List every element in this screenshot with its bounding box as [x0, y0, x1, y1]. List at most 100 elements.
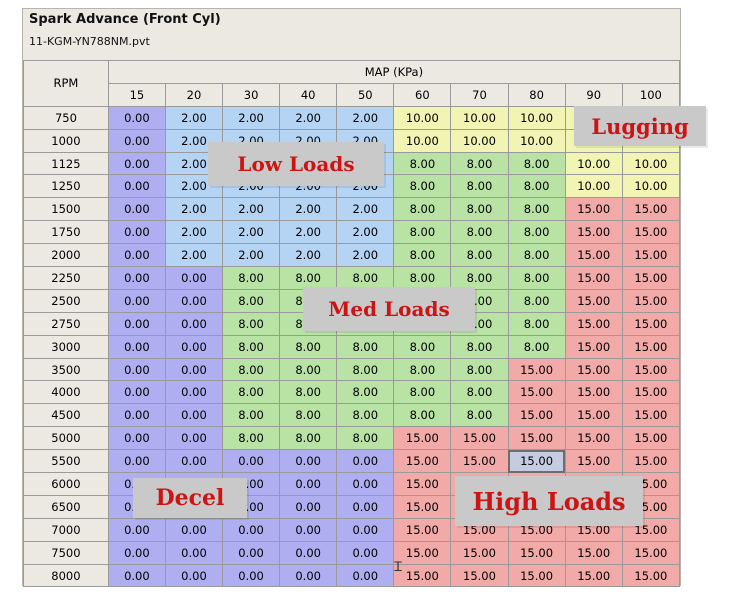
table-cell[interactable]: 15.00 [564, 540, 623, 565]
table-cell[interactable]: 0.00 [107, 288, 166, 313]
table-cell[interactable]: 2.00 [164, 105, 224, 130]
table-cell[interactable]: 15.00 [621, 403, 681, 428]
table-cell[interactable]: 0.00 [164, 449, 224, 474]
rpm-row-header[interactable]: 5500 [23, 449, 109, 474]
table-cell[interactable]: 0.00 [279, 517, 338, 542]
column-header[interactable]: 70 [450, 82, 509, 107]
table-cell[interactable]: 0.00 [279, 540, 338, 565]
table-cell[interactable]: 15.00 [621, 266, 681, 290]
table-cell[interactable]: 15.00 [393, 472, 452, 496]
table-cell[interactable]: 2.00 [336, 243, 395, 268]
table-cell[interactable]: 0.00 [222, 540, 281, 565]
table-cell[interactable]: 0.00 [164, 380, 224, 405]
table-cell[interactable]: 0.00 [336, 540, 395, 565]
table-cell[interactable]: 15.00 [393, 449, 452, 474]
table-cell[interactable]: 8.00 [450, 220, 509, 245]
table-cell[interactable]: 8.00 [450, 197, 509, 222]
table-cell[interactable]: 0.00 [107, 243, 166, 268]
column-header[interactable]: 100 [621, 82, 681, 107]
table-cell[interactable]: 8.00 [222, 266, 281, 290]
table-cell[interactable]: 15.00 [393, 563, 452, 588]
rpm-row-header[interactable]: 1125 [23, 151, 109, 176]
table-cell[interactable]: 0.00 [107, 174, 166, 199]
rpm-row-header[interactable]: 7500 [23, 540, 109, 565]
table-cell[interactable]: 2.00 [222, 197, 281, 222]
table-cell[interactable]: 0.00 [222, 449, 281, 474]
table-cell[interactable]: 0.00 [164, 334, 224, 359]
table-cell[interactable]: 0.00 [336, 449, 395, 474]
table-cell[interactable]: 0.00 [107, 357, 166, 382]
table-cell[interactable]: 15.00 [621, 220, 681, 245]
table-cell[interactable]: 8.00 [450, 380, 509, 405]
table-cell[interactable]: 8.00 [450, 174, 509, 199]
table-cell[interactable]: 0.00 [107, 334, 166, 359]
table-cell[interactable]: 2.00 [336, 220, 395, 245]
table-cell[interactable]: 0.00 [107, 426, 166, 451]
table-cell[interactable]: 10.00 [621, 174, 681, 199]
table-cell[interactable]: 0.00 [336, 472, 395, 496]
table-cell[interactable]: 2.00 [222, 243, 281, 268]
column-header[interactable]: 50 [336, 82, 395, 107]
table-cell[interactable]: 0.00 [164, 540, 224, 565]
table-cell[interactable]: 0.00 [107, 540, 166, 565]
table-cell[interactable]: 15.00 [564, 220, 623, 245]
table-cell[interactable]: 8.00 [393, 357, 452, 382]
table-cell[interactable]: 15.00 [564, 334, 623, 359]
table-cell[interactable]: 8.00 [507, 151, 566, 176]
table-cell[interactable]: 0.00 [107, 128, 166, 153]
table-cell[interactable]: 8.00 [450, 243, 509, 268]
rpm-row-header[interactable]: 4000 [23, 380, 109, 405]
table-cell[interactable]: 15.00 [507, 357, 566, 382]
rpm-row-header[interactable]: 1500 [23, 197, 109, 222]
table-cell[interactable]: 15.00 [393, 517, 452, 542]
table-cell[interactable]: 2.00 [336, 197, 395, 222]
table-cell[interactable]: 0.00 [164, 426, 224, 451]
table-cell[interactable]: 8.00 [336, 266, 395, 290]
table-cell[interactable]: 8.00 [393, 380, 452, 405]
table-cell[interactable]: 15.00 [564, 380, 623, 405]
table-cell[interactable]: 0.00 [279, 472, 338, 496]
table-cell[interactable]: 2.00 [222, 105, 281, 130]
table-cell[interactable]: 0.00 [107, 266, 166, 290]
column-header[interactable]: 40 [279, 82, 338, 107]
table-cell[interactable]: 15.00 [621, 311, 681, 336]
table-cell[interactable]: 15.00 [450, 540, 509, 565]
table-cell[interactable]: 2.00 [279, 105, 338, 130]
table-cell[interactable]: 8.00 [279, 334, 338, 359]
rpm-row-header[interactable]: 3500 [23, 357, 109, 382]
table-cell[interactable]: 10.00 [450, 128, 509, 153]
table-cell[interactable]: 15.00 [564, 449, 623, 474]
table-cell[interactable]: 15.00 [450, 449, 509, 474]
rpm-row-header[interactable]: 7000 [23, 517, 109, 542]
table-cell[interactable]: 10.00 [450, 105, 509, 130]
table-cell[interactable]: 0.00 [107, 563, 166, 588]
table-cell[interactable]: 0.00 [164, 403, 224, 428]
table-cell[interactable]: 15.00 [507, 563, 566, 588]
table-cell[interactable]: 8.00 [393, 220, 452, 245]
table-cell[interactable]: 10.00 [564, 151, 623, 176]
rpm-row-header[interactable]: 6000 [23, 472, 109, 496]
table-cell[interactable]: 15.00 [393, 540, 452, 565]
rpm-row-header[interactable]: 4500 [23, 403, 109, 428]
rpm-row-header[interactable]: 1250 [23, 174, 109, 199]
table-cell[interactable]: 15.00 [507, 403, 566, 428]
table-cell[interactable]: 0.00 [164, 311, 224, 336]
table-cell[interactable]: 8.00 [336, 380, 395, 405]
table-cell[interactable]: 2.00 [164, 220, 224, 245]
table-cell[interactable]: 0.00 [164, 266, 224, 290]
table-cell[interactable]: 15.00 [621, 197, 681, 222]
table-cell[interactable]: 8.00 [222, 380, 281, 405]
table-cell[interactable]: 15.00 [621, 380, 681, 405]
table-cell[interactable]: 15.00 [621, 243, 681, 268]
rpm-row-header[interactable]: 3000 [23, 334, 109, 359]
table-cell[interactable]: 15.00 [564, 266, 623, 290]
table-cell[interactable]: 15.00 [564, 197, 623, 222]
column-header[interactable]: 30 [222, 82, 281, 107]
table-cell[interactable]: 8.00 [336, 334, 395, 359]
table-cell[interactable]: 10.00 [393, 128, 452, 153]
table-cell[interactable]: 0.00 [164, 288, 224, 313]
table-cell[interactable]: 15.00 [507, 426, 566, 451]
table-cell[interactable]: 15.00 [393, 494, 452, 519]
table-cell[interactable]: 0.00 [107, 380, 166, 405]
rpm-row-header[interactable]: 6500 [23, 494, 109, 519]
